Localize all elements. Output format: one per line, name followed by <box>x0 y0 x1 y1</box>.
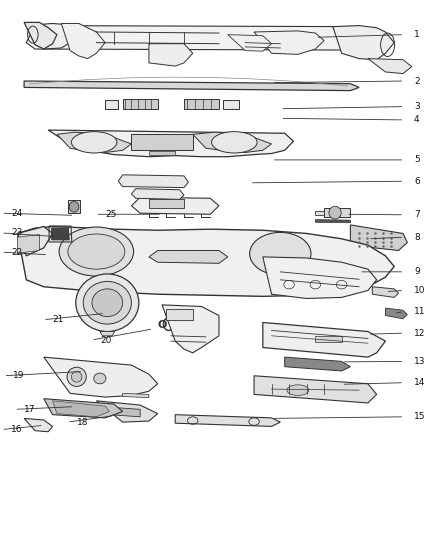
Bar <box>166 309 193 320</box>
Polygon shape <box>123 393 149 398</box>
Polygon shape <box>110 407 140 417</box>
Polygon shape <box>385 308 407 319</box>
Polygon shape <box>315 220 350 223</box>
Polygon shape <box>18 227 53 256</box>
Polygon shape <box>24 22 57 49</box>
Polygon shape <box>254 31 324 54</box>
Polygon shape <box>61 23 105 59</box>
Ellipse shape <box>94 373 106 384</box>
Bar <box>68 200 80 213</box>
Polygon shape <box>44 399 123 418</box>
Text: 24: 24 <box>11 209 22 217</box>
Ellipse shape <box>329 206 341 219</box>
Polygon shape <box>263 257 377 298</box>
Polygon shape <box>175 415 280 426</box>
Polygon shape <box>96 401 158 422</box>
Ellipse shape <box>59 227 134 276</box>
Ellipse shape <box>76 274 139 332</box>
Polygon shape <box>333 26 394 60</box>
Text: 23: 23 <box>11 229 22 237</box>
Ellipse shape <box>212 132 257 153</box>
Polygon shape <box>131 197 219 214</box>
Polygon shape <box>350 225 407 251</box>
Polygon shape <box>315 211 324 215</box>
Ellipse shape <box>71 372 82 382</box>
Text: 15: 15 <box>414 413 425 421</box>
Text: 3: 3 <box>414 102 420 111</box>
Polygon shape <box>105 100 118 109</box>
Ellipse shape <box>68 234 125 269</box>
Text: 6: 6 <box>414 177 420 185</box>
Polygon shape <box>149 251 228 263</box>
Polygon shape <box>52 228 69 240</box>
Polygon shape <box>53 401 110 417</box>
Polygon shape <box>368 59 412 74</box>
Bar <box>149 199 184 208</box>
Text: 9: 9 <box>414 268 420 276</box>
Polygon shape <box>18 227 394 296</box>
Polygon shape <box>18 235 39 253</box>
Polygon shape <box>324 208 350 217</box>
Ellipse shape <box>287 385 309 395</box>
Text: 16: 16 <box>11 425 22 434</box>
Ellipse shape <box>67 367 86 386</box>
Text: 17: 17 <box>24 405 35 414</box>
Polygon shape <box>285 357 350 371</box>
Bar <box>315 336 342 342</box>
Polygon shape <box>193 132 272 152</box>
Polygon shape <box>184 99 219 109</box>
Text: 14: 14 <box>414 378 425 387</box>
Ellipse shape <box>69 201 79 212</box>
Text: 2: 2 <box>414 77 420 85</box>
Polygon shape <box>24 418 53 432</box>
Text: O: O <box>158 320 167 330</box>
Polygon shape <box>228 35 272 51</box>
Text: 4: 4 <box>414 116 420 124</box>
Text: 18: 18 <box>77 418 88 426</box>
Polygon shape <box>149 44 193 66</box>
Polygon shape <box>131 134 193 150</box>
Polygon shape <box>24 81 359 91</box>
Polygon shape <box>131 189 184 199</box>
Polygon shape <box>223 100 239 109</box>
Ellipse shape <box>83 281 131 324</box>
Text: 20: 20 <box>101 336 112 344</box>
Polygon shape <box>48 130 293 157</box>
Text: 11: 11 <box>414 308 425 316</box>
Polygon shape <box>372 287 399 297</box>
Polygon shape <box>149 151 175 155</box>
Text: 25: 25 <box>105 210 117 219</box>
Polygon shape <box>26 23 96 49</box>
Polygon shape <box>263 322 385 357</box>
Text: 5: 5 <box>414 156 420 164</box>
Text: 21: 21 <box>53 316 64 324</box>
Text: 12: 12 <box>414 329 425 337</box>
Polygon shape <box>162 305 219 353</box>
Polygon shape <box>26 26 377 50</box>
Text: 13: 13 <box>414 357 425 366</box>
Polygon shape <box>44 357 158 397</box>
Text: 8: 8 <box>414 233 420 241</box>
Polygon shape <box>118 175 188 188</box>
Polygon shape <box>123 99 158 109</box>
Polygon shape <box>100 332 115 336</box>
Ellipse shape <box>250 232 311 275</box>
Text: 7: 7 <box>414 211 420 219</box>
Text: 19: 19 <box>13 372 25 380</box>
Ellipse shape <box>71 132 117 153</box>
Text: 10: 10 <box>414 286 425 295</box>
Polygon shape <box>57 132 131 152</box>
Text: 22: 22 <box>11 248 22 256</box>
Polygon shape <box>254 376 377 403</box>
Ellipse shape <box>92 289 123 317</box>
Text: 1: 1 <box>414 30 420 39</box>
